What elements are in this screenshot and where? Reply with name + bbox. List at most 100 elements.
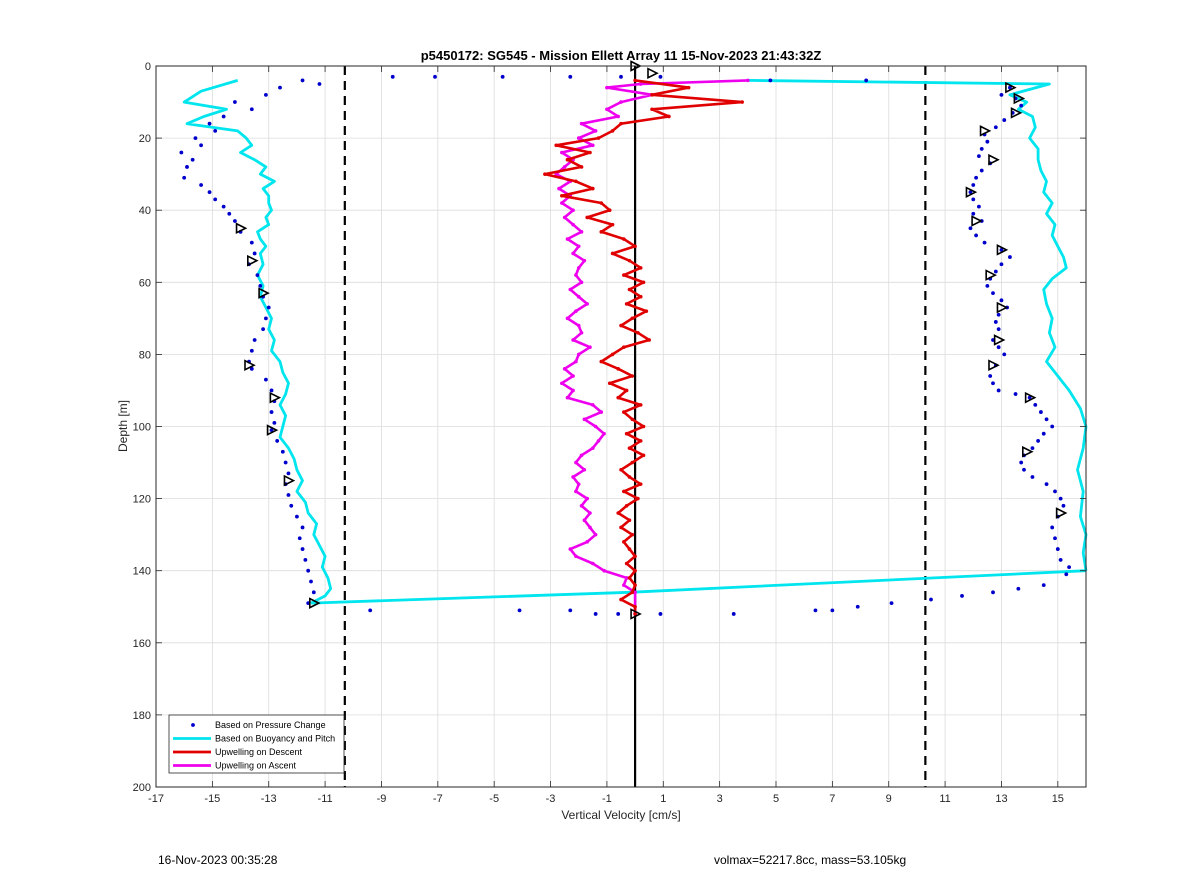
triangle-marker bbox=[979, 125, 992, 137]
pressure-change-point bbox=[1044, 482, 1049, 487]
pressure-change-point bbox=[252, 251, 257, 256]
upwelling-descent-point bbox=[624, 561, 629, 566]
upwelling-descent-point bbox=[599, 359, 604, 364]
upwelling-descent-point bbox=[596, 136, 601, 140]
upwelling-descent-point bbox=[619, 525, 623, 530]
pressure-change-point bbox=[999, 298, 1004, 303]
upwelling-ascent-point bbox=[605, 107, 609, 112]
pressure-change-point bbox=[929, 597, 933, 602]
upwelling-descent-point bbox=[638, 403, 643, 407]
upwelling-ascent-point bbox=[585, 496, 589, 501]
pressure-change-point bbox=[991, 381, 995, 386]
y-tick-label: 180 bbox=[133, 710, 151, 722]
pressure-change-point bbox=[991, 590, 995, 595]
pressure-change-point bbox=[855, 604, 860, 609]
upwelling-descent-point bbox=[610, 129, 615, 133]
upwelling-ascent-point bbox=[579, 230, 584, 234]
upwelling-ascent-point bbox=[560, 201, 564, 205]
upwelling-descent-point bbox=[579, 165, 584, 169]
upwelling-ascent-point bbox=[571, 388, 575, 393]
pressure-change-point bbox=[255, 273, 260, 277]
pressure-change-point bbox=[278, 85, 282, 90]
pressure-change-point bbox=[1008, 85, 1012, 90]
pressure-change-point bbox=[1061, 503, 1066, 508]
pressure-change-point bbox=[731, 612, 736, 616]
legend-swatch-pressure-change bbox=[191, 723, 195, 727]
upwelling-descent-point bbox=[627, 547, 632, 551]
upwelling-descent-point bbox=[627, 287, 632, 292]
pressure-change-point bbox=[306, 568, 311, 573]
pressure-change-point bbox=[993, 269, 998, 274]
upwelling-ascent-point bbox=[593, 532, 598, 537]
upwelling-ascent-point bbox=[585, 540, 589, 544]
pressure-change-point bbox=[979, 147, 984, 151]
pressure-change-point bbox=[269, 428, 274, 433]
upwelling-descent-point bbox=[627, 518, 632, 523]
upwelling-descent-point bbox=[574, 179, 578, 184]
triangle-marker bbox=[1005, 81, 1017, 94]
upwelling-ascent-point bbox=[616, 114, 620, 119]
pressure-change-point bbox=[190, 157, 195, 162]
upwelling-descent-point bbox=[560, 193, 564, 198]
pressure-change-point bbox=[1067, 565, 1071, 569]
upwelling-ascent-point bbox=[571, 338, 575, 342]
pressure-change-point bbox=[269, 410, 274, 414]
upwelling-ascent-point bbox=[574, 460, 578, 465]
upwelling-descent-point bbox=[633, 244, 637, 249]
pressure-change-point bbox=[264, 92, 268, 97]
triangle-marker bbox=[971, 215, 983, 227]
triangle-marker bbox=[996, 244, 1009, 256]
upwelling-ascent-point bbox=[565, 316, 570, 321]
pressure-change-point bbox=[971, 183, 976, 187]
footer-glider-params: volmax=52217.8cc, mass=53.105kg bbox=[714, 853, 907, 867]
triangle-marker bbox=[993, 334, 1006, 346]
upwelling-ascent-point bbox=[571, 374, 575, 378]
upwelling-descent-point bbox=[633, 568, 637, 573]
upwelling-descent-point bbox=[624, 504, 629, 508]
upwelling-ascent-point bbox=[574, 309, 578, 313]
pressure-change-point bbox=[300, 78, 305, 83]
upwelling-ascent-point bbox=[619, 100, 623, 104]
upwelling-descent-point bbox=[667, 114, 671, 119]
triangle-marker bbox=[985, 269, 997, 281]
upwelling-ascent-point bbox=[576, 244, 581, 249]
pressure-change-point bbox=[249, 107, 254, 112]
pressure-change-point bbox=[1055, 547, 1060, 551]
upwelling-descent-point bbox=[636, 330, 640, 335]
upwelling-ascent-point bbox=[571, 222, 575, 227]
pressure-change-point bbox=[971, 197, 976, 202]
triangle-marker bbox=[1013, 92, 1026, 105]
pressure-change-point bbox=[433, 74, 437, 79]
pressure-change-point bbox=[1019, 103, 1024, 108]
legend-label: Based on Pressure Change bbox=[215, 720, 326, 730]
upwelling-descent-point bbox=[622, 237, 626, 241]
reference-lines bbox=[343, 66, 927, 787]
upwelling-ascent-point bbox=[602, 568, 606, 573]
y-tick-label: 140 bbox=[133, 566, 151, 578]
upwelling-descent-point bbox=[630, 532, 635, 537]
upwelling-descent-point bbox=[607, 208, 612, 212]
upwelling-ascent-point bbox=[746, 78, 750, 83]
y-tick-label: 120 bbox=[133, 494, 151, 506]
upwelling-ascent-point bbox=[562, 165, 567, 169]
upwelling-ascent-point bbox=[588, 525, 592, 530]
data-series bbox=[179, 74, 1088, 616]
upwelling-descent-point bbox=[543, 172, 547, 176]
pressure-change-point bbox=[993, 320, 998, 324]
triangle-marker bbox=[988, 359, 1000, 372]
upwelling-descent-point bbox=[627, 258, 632, 263]
upwelling-descent-point bbox=[619, 597, 623, 602]
legend-label: Upwelling on Ascent bbox=[215, 761, 297, 771]
pressure-change-point bbox=[988, 374, 993, 378]
upwelling-ascent-point bbox=[582, 518, 587, 523]
upwelling-ascent-point bbox=[624, 576, 629, 580]
pressure-change-point bbox=[280, 449, 285, 454]
buoyancy-pitch-ascent-line bbox=[747, 79, 1088, 571]
upwelling-descent-point bbox=[638, 294, 643, 299]
upwelling-ascent-point bbox=[582, 467, 587, 472]
y-axis-label: Depth [m] bbox=[116, 400, 130, 452]
upwelling-ascent-point bbox=[576, 136, 581, 140]
pressure-change-point bbox=[619, 74, 623, 79]
upwelling-descent-point bbox=[610, 222, 615, 227]
x-axis-ticks: -17 -15 -13 -11 -9 -7 -5 -3 -1 1 3 5 7 9 11 13 15 bbox=[148, 66, 1064, 805]
